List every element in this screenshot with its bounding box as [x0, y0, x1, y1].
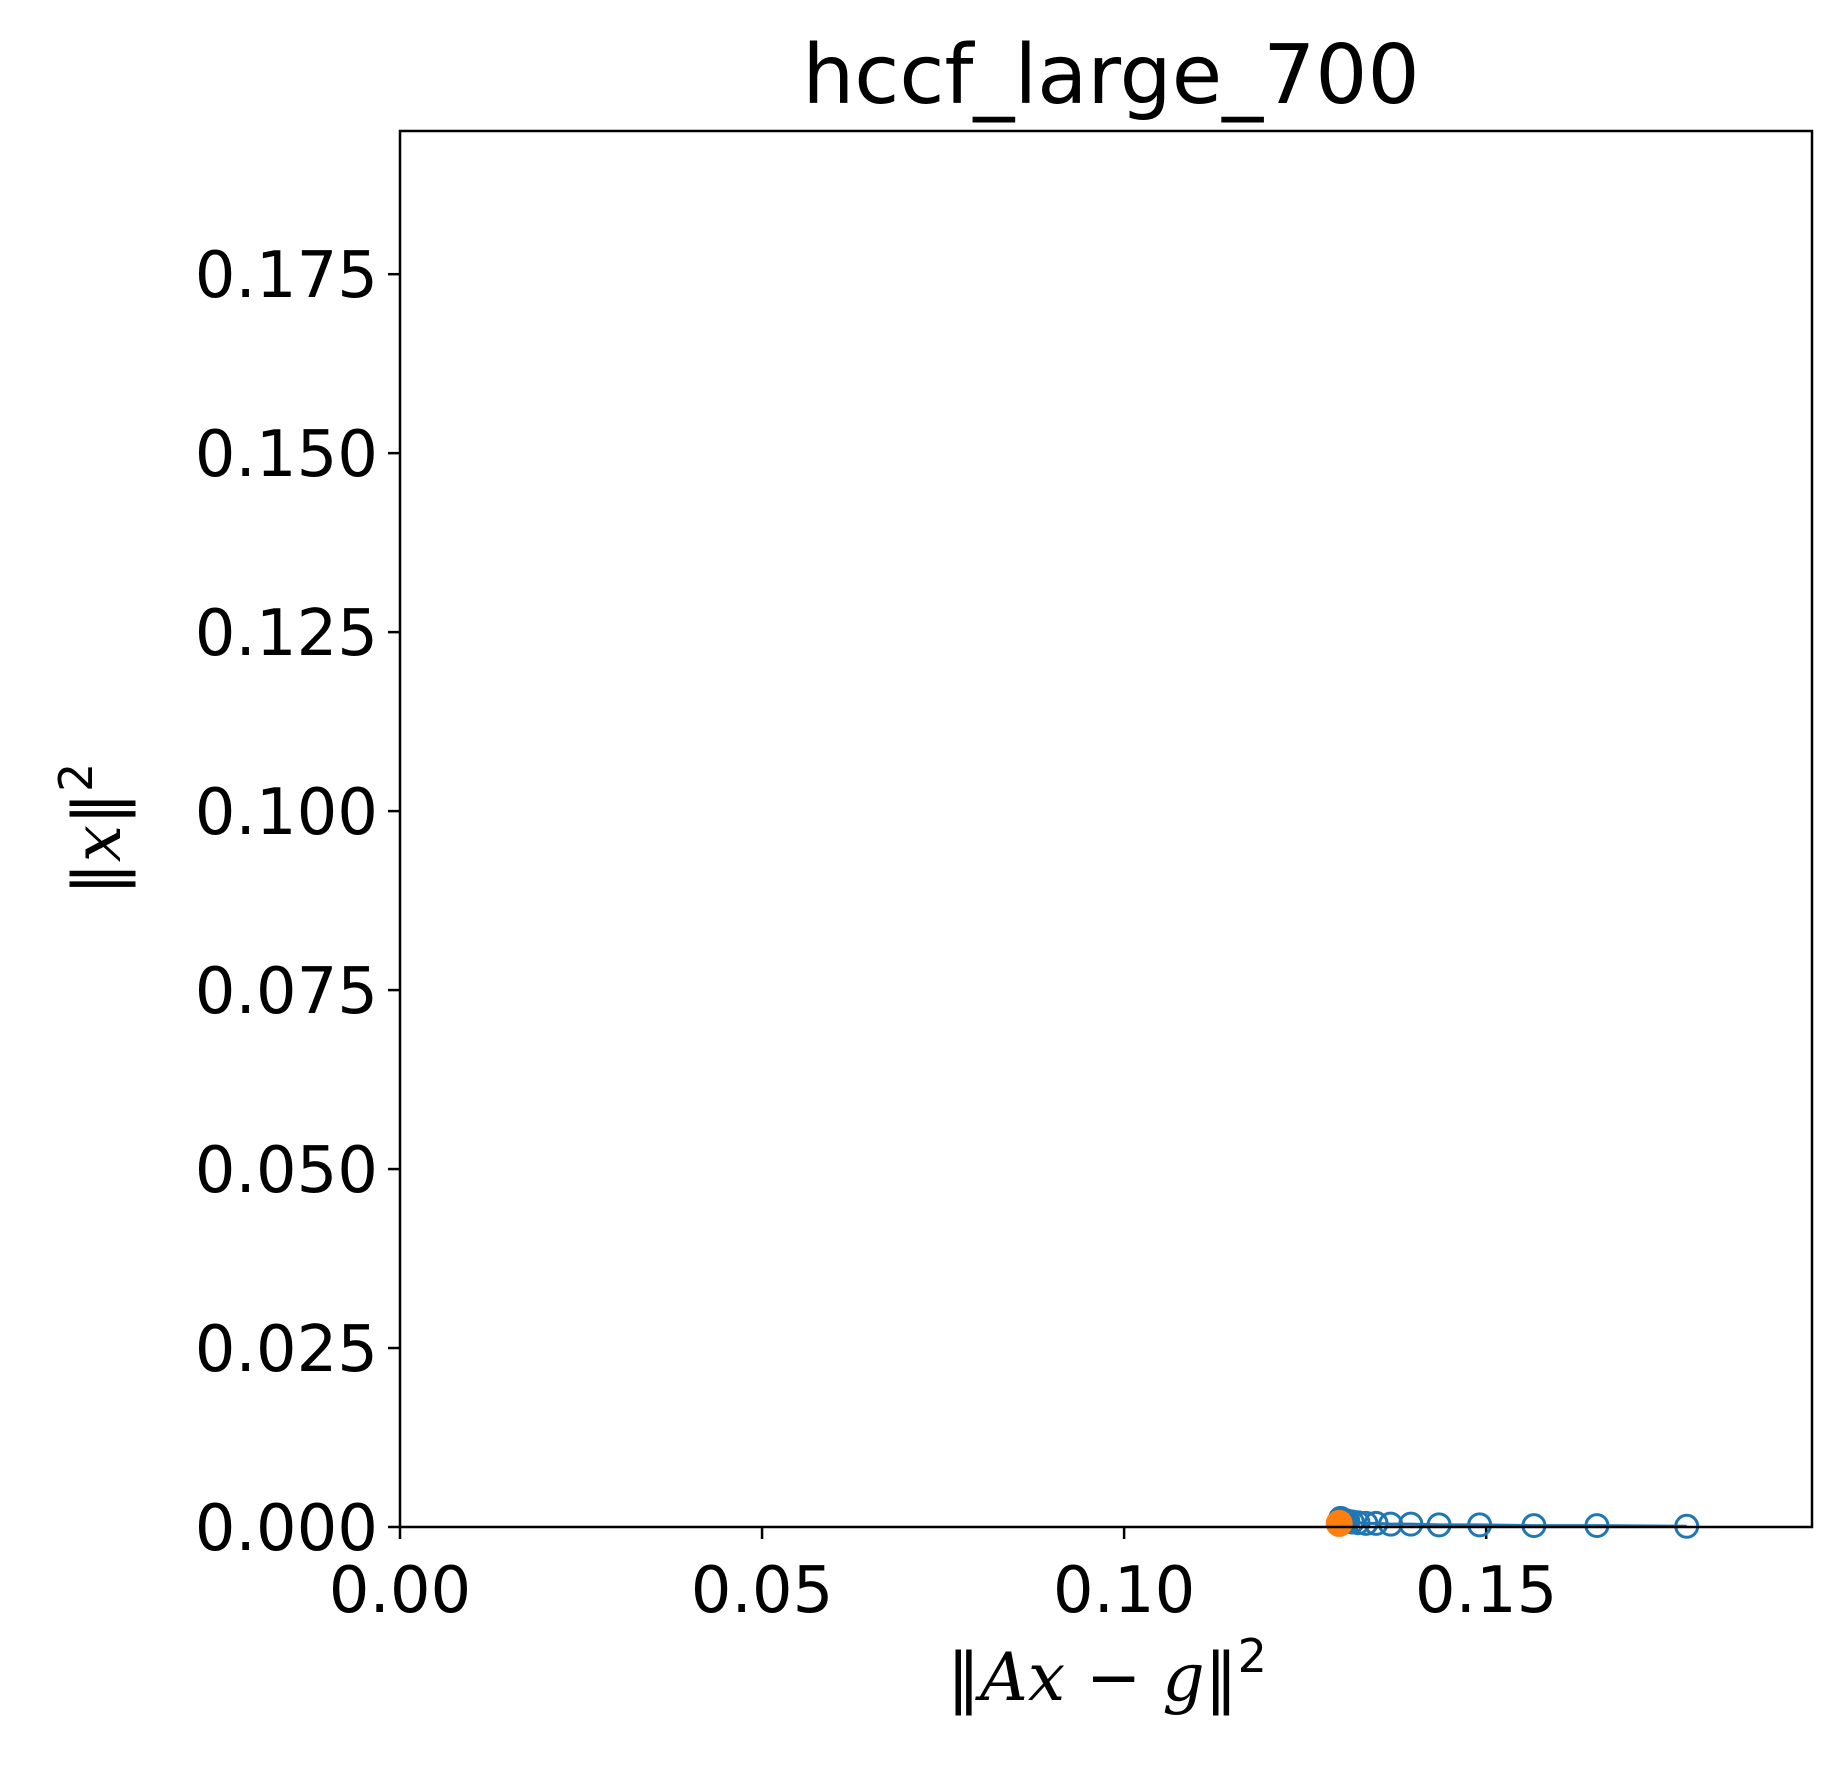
y-tick-label: 0.050 — [195, 1134, 378, 1208]
x-axis-label: ‖Ax − g‖2 — [947, 1629, 1267, 1716]
y-axis-label: ‖x‖2 — [49, 763, 136, 896]
x-tick-label: 0.00 — [329, 1554, 472, 1628]
data-point — [1363, 1510, 1389, 1536]
y-tick-label: 0.100 — [195, 776, 378, 850]
data-point — [1467, 1512, 1493, 1538]
y-tick-label: 0.125 — [195, 597, 378, 671]
x-axis-ticks: 0.00 0.05 0.10 0.15 — [329, 1527, 1558, 1628]
y-tick-label: 0.150 — [195, 418, 378, 492]
data-point — [1521, 1513, 1547, 1539]
data-point — [1378, 1511, 1404, 1537]
x-tick-label: 0.10 — [1053, 1554, 1196, 1628]
y-axis-ticks: 0.000 0.025 0.050 0.075 0.100 0.125 0.150 0.175 — [195, 239, 400, 1566]
y-tick-label: 0.075 — [195, 955, 378, 1029]
plot-frame — [398, 129, 1814, 1529]
data-point — [1584, 1513, 1610, 1539]
y-tick-label: 0.000 — [195, 1492, 378, 1566]
x-tick-label: 0.05 — [691, 1554, 834, 1628]
y-tick-label: 0.175 — [195, 239, 378, 313]
series-layer — [1325, 1505, 1700, 1539]
plot-area — [400, 131, 1812, 1527]
y-tick-label: 0.025 — [195, 1313, 378, 1387]
data-point — [1398, 1511, 1424, 1537]
x-tick-label: 0.15 — [1415, 1554, 1558, 1628]
chart-title: hccf_large_700 — [802, 28, 1419, 123]
data-point — [1426, 1512, 1452, 1538]
highlight-point — [1325, 1509, 1353, 1537]
